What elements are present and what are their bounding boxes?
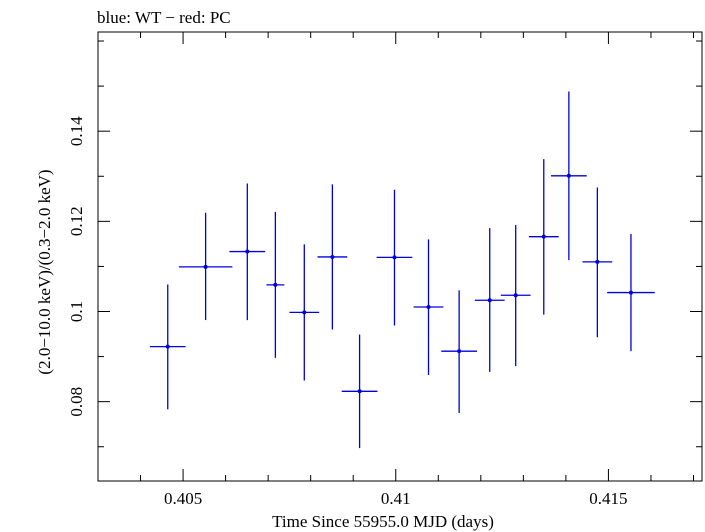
data-point [500,224,531,367]
data-point [229,183,266,321]
tick-labels: 0.405 0.41 0.415 0.08 0.1 0.12 0.14 [67,116,628,508]
y-tick-label: 0.1 [67,301,86,322]
data-marker [392,255,397,260]
y-tick-label: 0.08 [67,387,86,417]
data-point [607,233,655,352]
x-tick-label: 0.405 [164,489,202,508]
chart-title: blue: WT − red: PC [97,8,231,27]
data-marker [245,249,250,254]
data-marker [302,310,307,315]
data-marker [165,344,170,349]
data-marker [426,304,431,309]
y-tick-label: 0.14 [67,116,86,146]
data-marker [357,389,362,394]
data-point [551,91,587,261]
data-marker [273,282,278,287]
data-point [413,239,444,376]
data-point [474,228,505,372]
data-point [266,211,285,358]
data-point [178,212,233,321]
x-axis-label: Time Since 55955.0 MJD (days) [272,512,494,531]
data-point [582,187,613,338]
data-point [528,159,559,315]
y-axis-label: (2.0−10.0 keV)/(0.3−2.0 keV) [35,169,54,374]
plot-frame [97,31,703,482]
data-marker [541,234,546,239]
data-point [441,290,477,413]
data-marker [628,290,633,295]
data-point [341,334,378,449]
data-point [149,284,186,410]
data-marker [566,173,571,178]
data-point [317,184,348,330]
data-point [289,244,320,381]
x-tick-label: 0.415 [589,489,627,508]
data-marker [330,254,335,259]
data-marker [457,349,462,354]
x-tick-label: 0.41 [381,489,411,508]
y-tick-label: 0.12 [67,206,86,236]
data-marker [513,293,518,298]
data-marker [595,259,600,264]
data-layer [149,91,655,449]
data-point [376,189,413,326]
data-marker [203,264,208,269]
data-marker [487,298,492,303]
axis-ticks [97,32,702,481]
